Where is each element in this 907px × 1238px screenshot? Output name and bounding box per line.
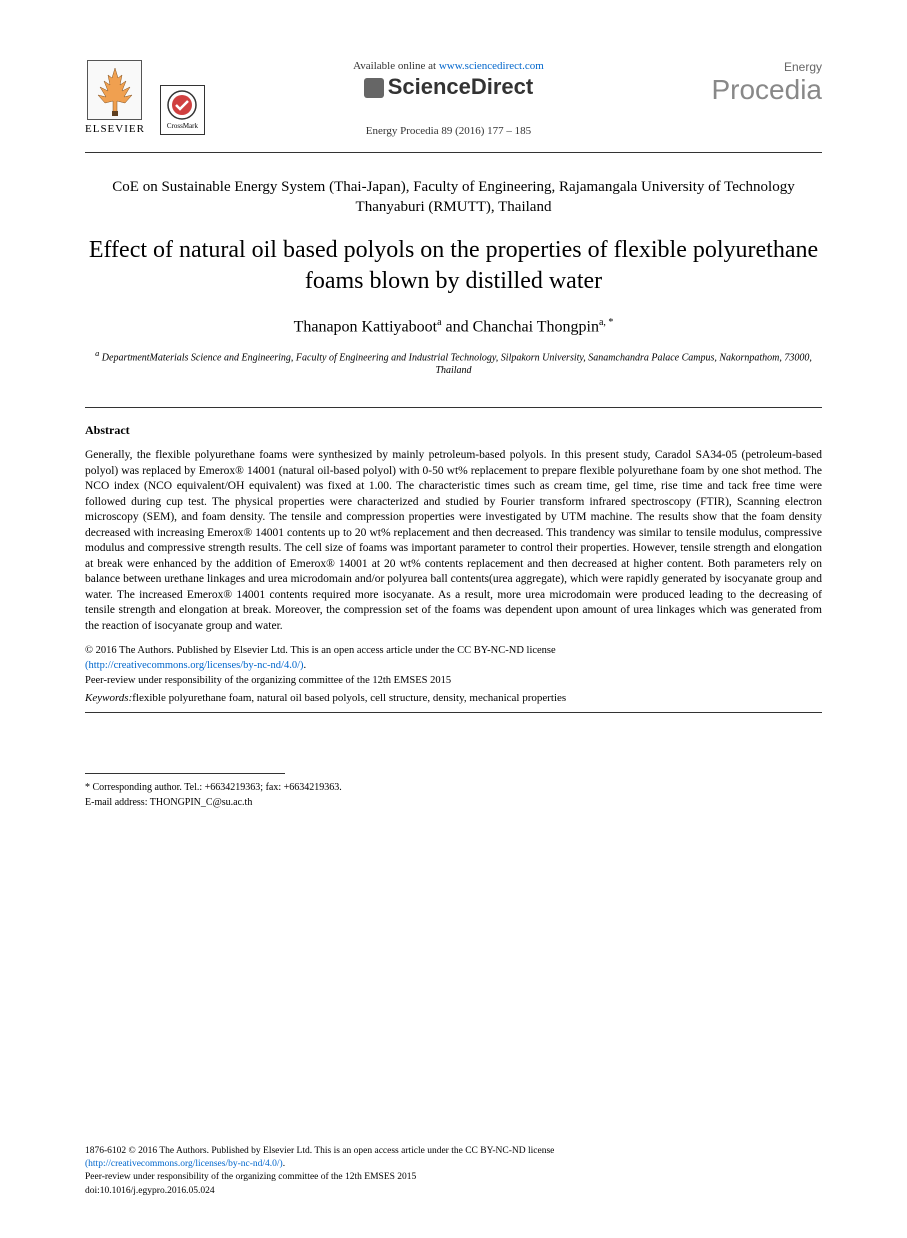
- keywords-label: Keywords:: [85, 692, 132, 704]
- footer-license-link[interactable]: (http://creativecommons.org/licenses/by-…: [85, 1159, 283, 1169]
- header-rule: [85, 152, 822, 153]
- keywords-text: flexible polyurethane foam, natural oil …: [132, 692, 566, 704]
- elsevier-logo: ELSEVIER: [85, 60, 145, 135]
- sciencedirect-url-link[interactable]: www.sciencedirect.com: [439, 60, 544, 72]
- copyright-block: © 2016 The Authors. Published by Elsevie…: [85, 644, 822, 688]
- crossmark-label: CrossMark: [167, 122, 198, 130]
- journal-reference: Energy Procedia 89 (2016) 177 – 185: [225, 125, 672, 137]
- copyright-line1: © 2016 The Authors. Published by Elsevie…: [85, 645, 556, 656]
- keywords-line: Keywords:flexible polyurethane foam, nat…: [85, 692, 822, 704]
- affiliation: a DepartmentMaterials Science and Engine…: [85, 349, 822, 377]
- peer-review-line: Peer-review under responsibility of the …: [85, 675, 451, 686]
- abstract-heading: Abstract: [85, 423, 822, 438]
- crossmark-badge[interactable]: CrossMark: [160, 85, 205, 135]
- authors-line: Thanapon Kattiyaboota and Chanchai Thong…: [85, 317, 822, 336]
- footer-doi: doi:10.1016/j.egypro.2016.05.024: [85, 1186, 215, 1196]
- affiliation-text: DepartmentMaterials Science and Engineer…: [99, 352, 812, 376]
- crossmark-icon: [167, 90, 197, 120]
- header-right-journal: Energy Procedia: [692, 60, 822, 106]
- conference-info: CoE on Sustainable Energy System (Thai-J…: [85, 178, 822, 217]
- abstract-bottom-rule: [85, 712, 822, 713]
- corresponding-tel: * Corresponding author. Tel.: +663421936…: [85, 780, 822, 795]
- available-online-text: Available online at www.sciencedirect.co…: [225, 60, 672, 72]
- sciencedirect-logo: ScienceDirect: [225, 74, 672, 100]
- abstract-body: Generally, the flexible polyurethane foa…: [85, 448, 822, 634]
- sciencedirect-mark-icon: [364, 78, 384, 98]
- footer-peer-review: Peer-review under responsibility of the …: [85, 1172, 416, 1182]
- page-header: ELSEVIER CrossMark Available online at w…: [85, 60, 822, 137]
- available-prefix: Available online at: [353, 60, 439, 72]
- corresponding-author-block: * Corresponding author. Tel.: +663421936…: [85, 780, 822, 810]
- footer-issn-line: 1876-6102 © 2016 The Authors. Published …: [85, 1145, 822, 1158]
- journal-category: Energy: [692, 60, 822, 74]
- corresponding-rule: [85, 773, 285, 780]
- author-1: Thanapon Kattiyaboot: [294, 319, 438, 336]
- page-footer: 1876-6102 © 2016 The Authors. Published …: [85, 1145, 822, 1198]
- license-link[interactable]: (http://creativecommons.org/licenses/by-…: [85, 660, 304, 671]
- abstract-top-rule: [85, 407, 822, 408]
- corresponding-email: E-mail address: THONGPIN_C@su.ac.th: [85, 795, 822, 810]
- header-left-logos: ELSEVIER CrossMark: [85, 60, 205, 135]
- author-2-affil: a, *: [599, 317, 613, 328]
- elsevier-tree-icon: [87, 60, 142, 120]
- journal-name: Procedia: [692, 74, 822, 106]
- sciencedirect-text: ScienceDirect: [388, 74, 534, 99]
- author-and: and Chanchai Thongpin: [442, 319, 599, 336]
- elsevier-label: ELSEVIER: [85, 123, 145, 135]
- article-title: Effect of natural oil based polyols on t…: [85, 235, 822, 297]
- header-center: Available online at www.sciencedirect.co…: [205, 60, 692, 137]
